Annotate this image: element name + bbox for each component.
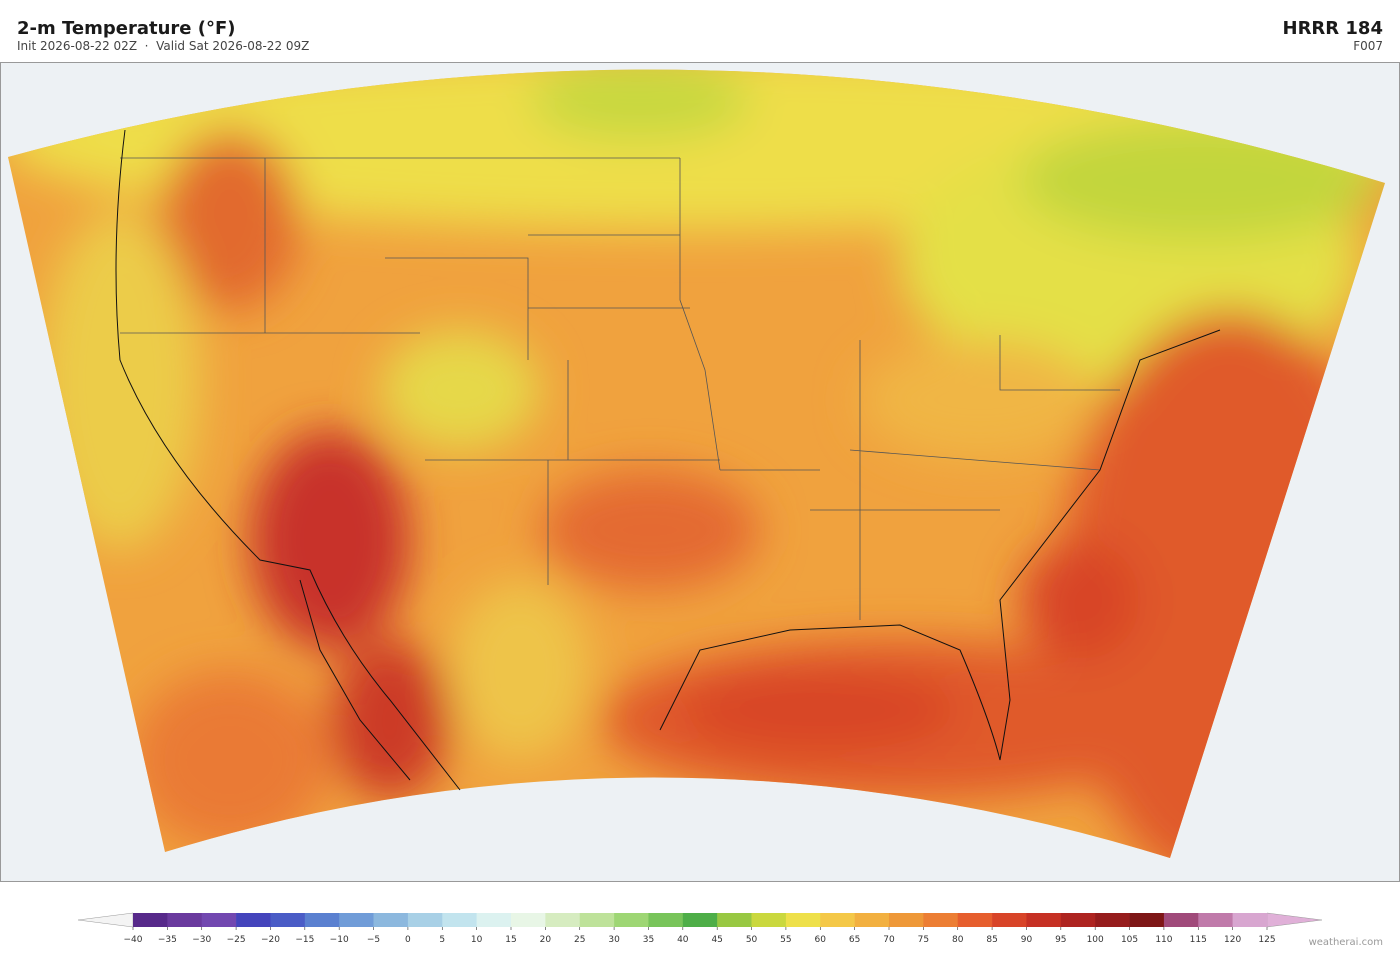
colorbar-tick-label: −20 <box>261 935 280 945</box>
colorbar-segment <box>854 913 890 927</box>
colorbar-segment <box>1232 913 1268 927</box>
colorbar-segment <box>407 913 443 927</box>
colorbar-tick-label: 15 <box>505 935 516 945</box>
colorbar-segment <box>304 913 340 927</box>
colorbar-tick-label: −35 <box>158 935 177 945</box>
colorbar-tick-label: 10 <box>471 935 483 945</box>
map <box>0 62 1400 882</box>
colorbar-over <box>1266 912 1323 928</box>
colorbar-tick-label: 65 <box>849 935 860 945</box>
colorbar-tick-label: −10 <box>330 935 349 945</box>
colorbar-segment <box>1026 913 1062 927</box>
colorbar-tick-label: 45 <box>711 935 722 945</box>
colorbar-tick-label: 40 <box>677 935 689 945</box>
colorbar-tick-label: 0 <box>405 935 411 945</box>
colorbar-tick-label: 115 <box>1190 935 1207 945</box>
colorbar-tick-label: 110 <box>1155 935 1172 945</box>
colorbar-segment <box>820 913 855 927</box>
colorbar-segment <box>167 913 203 927</box>
colorbar-tick-label: 85 <box>986 935 997 945</box>
colorbar-tick-label: 20 <box>540 935 552 945</box>
colorbar-segment <box>614 913 649 927</box>
colorbar-tick-label: 70 <box>883 935 895 945</box>
colorbar-segment <box>1060 913 1096 927</box>
subtitle: Init 2026-08-22 02Z · Valid Sat 2026-08-… <box>17 39 309 53</box>
colorbar-segment <box>133 913 168 927</box>
colorbar-tick-label: 95 <box>1055 935 1066 945</box>
colorbar-segment <box>442 913 477 927</box>
colorbar-segment <box>717 913 752 927</box>
colorbar-tick-label: −5 <box>367 935 380 945</box>
temperature-field <box>8 69 1385 858</box>
colorbar-segment <box>270 913 306 927</box>
colorbar-under <box>77 912 134 928</box>
colorbar-tick-label: −25 <box>227 935 246 945</box>
colorbar-segment <box>476 913 512 927</box>
colorbar-tick-label: 100 <box>1087 935 1104 945</box>
colorbar-segment <box>1163 913 1199 927</box>
watermark: weatherai.com <box>1309 937 1383 948</box>
colorbar: −40 −35 −30 −25 −20 −15 −10 −5 0 5 10 15 20 25 30 35 40 4… <box>77 912 1323 945</box>
colorbar-tick-label: 75 <box>918 935 929 945</box>
colorbar-segment <box>957 913 993 927</box>
colorbar-tick-label: −15 <box>295 935 314 945</box>
colorbar-tick-label: 120 <box>1224 935 1241 945</box>
colorbar-tick-label: 105 <box>1121 935 1138 945</box>
colorbar-tick-label: 80 <box>952 935 964 945</box>
colorbar-segment <box>992 913 1027 927</box>
colorbar-segment <box>1095 913 1130 927</box>
colorbar-segment <box>1198 913 1233 927</box>
state-borders <box>120 157 1120 620</box>
colorbar-segment <box>545 913 581 927</box>
colorbar-tick-label: −40 <box>124 935 143 945</box>
colorbar-segment <box>889 913 924 927</box>
colorbar-tick-label: 60 <box>815 935 827 945</box>
colorbar-tick-label: 90 <box>1021 935 1033 945</box>
model-label: HRRR 184 <box>1283 18 1384 39</box>
colorbar-tick-label: 50 <box>746 935 758 945</box>
colorbar-tick-label: 35 <box>643 935 654 945</box>
colorbar-tick-label: −30 <box>192 935 211 945</box>
title: 2-m Temperature (°F) <box>17 18 236 39</box>
coastlines <box>115 129 1221 791</box>
colorbar-segment <box>339 913 374 927</box>
colorbar-segment <box>785 913 821 927</box>
colorbar-tick-label: 5 <box>439 935 445 945</box>
colorbar-segment <box>751 913 787 927</box>
colorbar-segment <box>236 913 271 927</box>
colorbar-segment <box>682 913 718 927</box>
colorbar-segment <box>511 913 546 927</box>
colorbar-tick-label: 30 <box>608 935 620 945</box>
colorbar-segment <box>648 913 684 927</box>
colorbar-segment <box>1129 913 1165 927</box>
colorbar-segment <box>201 913 237 927</box>
colorbar-segment <box>579 913 615 927</box>
colorbar-tick-label: 25 <box>574 935 585 945</box>
forecast-hour: F007 <box>1353 39 1383 53</box>
colorbar-tick-label: 125 <box>1258 935 1275 945</box>
colorbar-segment <box>923 913 959 927</box>
colorbar-segment <box>373 913 409 927</box>
colorbar-tick-label: 55 <box>780 935 791 945</box>
